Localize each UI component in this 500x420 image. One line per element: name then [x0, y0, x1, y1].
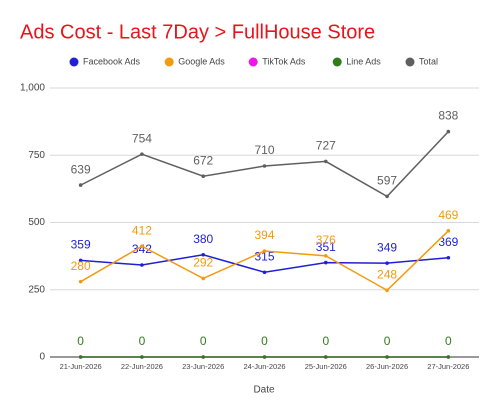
data-label: 349: [377, 240, 397, 254]
x-tick-label: 22-Jun-2026: [121, 362, 163, 371]
data-point: [446, 229, 451, 233]
data-label: 469: [438, 208, 458, 222]
data-label: 597: [377, 174, 397, 188]
chart-title: Ads Cost - Last 7Day > FullHouse Store: [20, 21, 375, 43]
data-point: [201, 276, 206, 281]
data-point: [262, 270, 267, 275]
data-label: 342: [132, 242, 152, 256]
data-label: 412: [132, 223, 152, 237]
y-tick-label: 0: [39, 352, 45, 363]
data-point: [323, 254, 328, 258]
data-point: [78, 183, 83, 187]
data-point: [140, 355, 144, 359]
legend-label: Facebook Ads: [83, 56, 141, 66]
legend-marker: [69, 57, 79, 67]
data-label: 292: [193, 256, 213, 270]
data-point: [78, 258, 83, 263]
legend-marker: [405, 57, 415, 67]
data-label: 672: [193, 153, 213, 167]
legend-marker: [164, 57, 174, 67]
data-point: [78, 279, 83, 284]
data-label: 376: [316, 233, 336, 247]
data-label: 0: [322, 334, 329, 348]
data-label: 0: [200, 334, 207, 348]
data-label: 0: [77, 334, 84, 348]
y-tick-label: 750: [28, 150, 45, 161]
data-label: 0: [445, 334, 452, 348]
data-point: [323, 159, 328, 164]
data-point: [78, 355, 83, 359]
data-point: [446, 255, 451, 260]
legend-label: Total: [419, 56, 438, 66]
data-label: 359: [71, 238, 91, 252]
data-point: [262, 355, 267, 359]
x-tick-label: 21-Jun-2026: [60, 362, 102, 371]
y-tick-label: 500: [28, 217, 45, 228]
x-tick-label: 27-Jun-2026: [427, 362, 469, 371]
x-tick-label: 23-Jun-2026: [182, 362, 224, 371]
data-label: 351: [316, 240, 336, 254]
data-label: 710: [254, 143, 274, 157]
x-tick-label: 24-Jun-2026: [243, 362, 285, 371]
data-label: 727: [316, 139, 336, 153]
data-label: 380: [193, 232, 213, 246]
y-tick-label: 250: [28, 284, 45, 295]
data-point: [385, 355, 389, 359]
data-point: [201, 174, 206, 179]
data-point: [201, 252, 206, 257]
legend-marker: [248, 57, 258, 67]
data-point: [262, 164, 267, 168]
data-point: [385, 194, 389, 199]
data-point: [446, 355, 451, 359]
legend-marker: [332, 57, 342, 67]
data-point: [446, 129, 451, 134]
data-point: [385, 288, 389, 293]
data-point: [385, 261, 389, 265]
x-tick-label: 25-Jun-2026: [305, 362, 347, 371]
legend-label: TikTok Ads: [262, 56, 306, 66]
data-label: 0: [139, 334, 146, 348]
data-label: 280: [71, 259, 91, 273]
data-point: [140, 263, 144, 267]
data-point: [262, 249, 267, 253]
data-label: 0: [261, 334, 268, 348]
x-axis-title: Date: [253, 385, 275, 396]
data-label: 248: [377, 267, 397, 281]
data-label: 838: [438, 109, 458, 123]
data-label: 639: [71, 162, 91, 176]
data-label: 754: [132, 131, 152, 145]
data-label: 369: [438, 235, 458, 249]
data-point: [140, 152, 144, 156]
data-point: [323, 355, 328, 359]
data-point: [140, 244, 144, 248]
data-point: [323, 260, 328, 265]
legend-label: Google Ads: [178, 56, 225, 66]
legend-label: Line Ads: [346, 56, 381, 66]
y-tick-label: 1,000: [20, 83, 45, 94]
data-label: 394: [254, 228, 274, 242]
x-tick-label: 26-Jun-2026: [366, 362, 408, 371]
data-label: 0: [384, 334, 391, 348]
data-point: [201, 355, 206, 359]
